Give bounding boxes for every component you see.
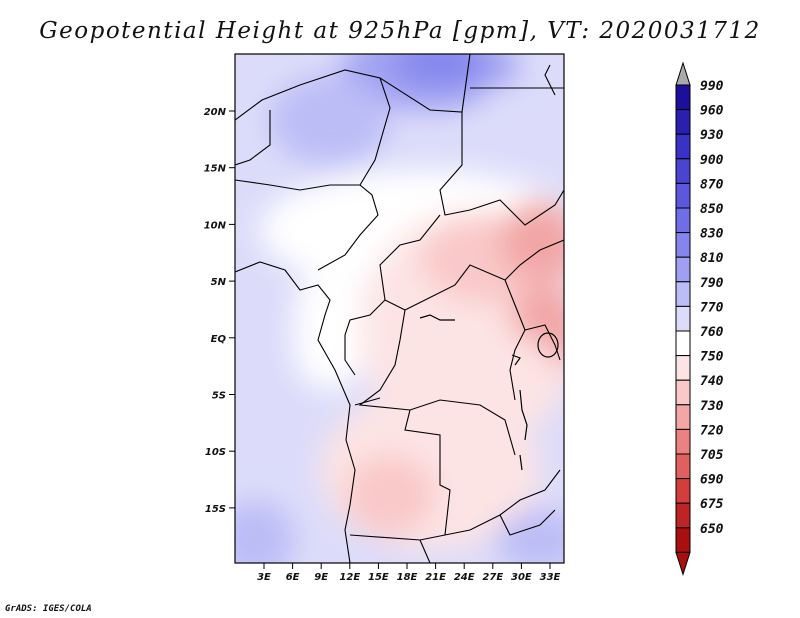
colorbar-bottom-arrow bbox=[675, 551, 691, 577]
lon-tick-label: 27E bbox=[482, 572, 503, 583]
colorbar-level-label: 750 bbox=[700, 350, 724, 365]
country-borders bbox=[235, 54, 564, 563]
lon-tick-label: 12E bbox=[339, 572, 360, 583]
lon-tick-label: 30E bbox=[511, 572, 532, 583]
lat-tick-label: 5N bbox=[211, 277, 227, 288]
grads-credit: GrADS: IGES/COLA bbox=[5, 604, 92, 614]
lon-tick-label: 9E bbox=[314, 572, 328, 583]
colorbar-cell bbox=[675, 158, 691, 184]
lon-tick-label: 15E bbox=[368, 572, 389, 583]
lat-tick-label: 10S bbox=[205, 447, 226, 458]
colorbar-level-label: 770 bbox=[700, 300, 724, 315]
lat-tick-label: EQ bbox=[211, 334, 227, 345]
colorbar-cell bbox=[675, 182, 691, 209]
colorbar-cell bbox=[675, 428, 691, 455]
colorbar-cell bbox=[675, 355, 691, 381]
colorbar-top-arrow bbox=[675, 61, 691, 86]
colorbar-level-label: 675 bbox=[700, 497, 724, 512]
lon-tick-label: 33E bbox=[540, 572, 561, 583]
colorbar-cell bbox=[675, 379, 691, 406]
colorbar-cell bbox=[675, 133, 691, 160]
colorbar-cell bbox=[675, 404, 691, 430]
colorbar-cell bbox=[675, 478, 691, 504]
colorbar-level-label: 930 bbox=[700, 128, 724, 143]
lat-tick-label: 20N bbox=[204, 107, 227, 118]
colorbar-cell bbox=[675, 109, 691, 135]
colorbar-cell bbox=[675, 527, 691, 553]
lat-tick-label: 15S bbox=[205, 504, 226, 515]
colorbar-level-label: 990 bbox=[700, 79, 724, 94]
colorbar-cell bbox=[675, 281, 691, 307]
colorbar-cell bbox=[675, 305, 691, 332]
colorbar-level-label: 730 bbox=[700, 399, 724, 414]
lon-tick-label: 6E bbox=[286, 572, 300, 583]
map-frame bbox=[234, 53, 565, 564]
latitude-axis: 20N 15N 10N 5N EQ 5S 10S 15S bbox=[204, 107, 235, 515]
lat-tick-label: 10N bbox=[204, 220, 227, 231]
chart-title: Geopotential Height at 925hPa [gpm], VT:… bbox=[39, 18, 761, 44]
colorbar-cell bbox=[675, 330, 691, 357]
lakes bbox=[419, 314, 559, 471]
colorbar-cell bbox=[675, 207, 691, 234]
colorbar-level-label: 720 bbox=[700, 423, 724, 438]
colorbar: 990 960 930 900 870 850 830 810 790 770 760 750 740 7… bbox=[675, 61, 724, 577]
longitude-axis: 3E 6E 9E 12E 15E 18E 21E 24E 27E 30E 33E bbox=[257, 563, 561, 583]
colorbar-cell bbox=[675, 453, 691, 480]
colorbar-cell bbox=[675, 502, 691, 529]
lon-tick-label: 24E bbox=[454, 572, 475, 583]
colorbar-level-label: 690 bbox=[700, 473, 724, 488]
colorbar-level-label: 830 bbox=[700, 227, 724, 242]
colorbar-level-label: 760 bbox=[700, 325, 724, 340]
lon-tick-label: 18E bbox=[397, 572, 418, 583]
colorbar-level-label: 810 bbox=[700, 251, 724, 266]
colorbar-level-label: 900 bbox=[700, 153, 724, 168]
colorbar-level-label: 850 bbox=[700, 202, 724, 217]
colorbar-cell bbox=[675, 232, 691, 258]
lat-tick-label: 5S bbox=[212, 391, 226, 402]
colorbar-cell bbox=[675, 84, 691, 111]
colorbar-level-label: 705 bbox=[700, 448, 724, 463]
colorbar-level-label: 790 bbox=[700, 276, 724, 291]
height-field bbox=[235, 54, 564, 563]
colorbar-level-label: 650 bbox=[700, 522, 724, 537]
colorbar-cell bbox=[675, 256, 691, 283]
lon-tick-label: 21E bbox=[425, 572, 446, 583]
colorbar-level-label: 960 bbox=[700, 104, 724, 119]
colorbar-level-label: 740 bbox=[700, 374, 724, 389]
colorbar-level-label: 870 bbox=[700, 177, 724, 192]
lat-tick-label: 15N bbox=[204, 164, 227, 175]
lon-tick-label: 3E bbox=[257, 572, 271, 583]
